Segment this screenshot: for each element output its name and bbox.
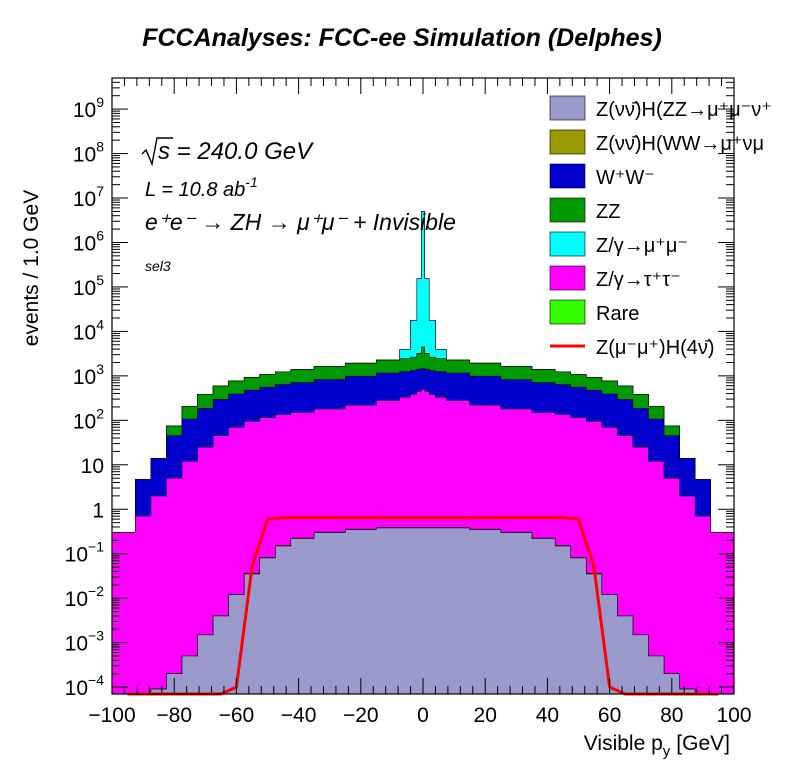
legend-label: W⁺W⁻ bbox=[596, 167, 655, 189]
y-tick-label: 1 bbox=[92, 499, 104, 522]
y-tick-base: 10 bbox=[81, 455, 104, 478]
x-axis-label: Visible py [GeV] bbox=[584, 732, 730, 760]
y-tick-exponent: −4 bbox=[88, 672, 104, 688]
y-tick-exponent: −3 bbox=[88, 628, 104, 644]
y-tick-base: 10 bbox=[73, 321, 96, 344]
y-tick-exponent: 7 bbox=[96, 183, 104, 199]
legend-entry-z: Z/γ→τ⁺τ⁻ bbox=[549, 265, 681, 291]
legend-entry-z-h-4: Z(μ⁻μ⁺)H(4ν̄) bbox=[550, 337, 715, 359]
y-tick-base: 10 bbox=[73, 232, 96, 255]
x-tick-label: −100 bbox=[88, 704, 135, 727]
y-tick-label: 108 bbox=[73, 139, 104, 167]
legend-label: Z(μ⁻μ⁺)H(4ν̄) bbox=[596, 337, 715, 359]
series-z-h-zz-area bbox=[112, 527, 734, 695]
y-axis: 10−410−310−210−1110102103104105106107108… bbox=[65, 77, 734, 700]
y-tick-label: 107 bbox=[73, 183, 104, 211]
y-tick-exponent: 8 bbox=[96, 139, 104, 155]
data-layer bbox=[111, 211, 735, 696]
x-tick-label: −20 bbox=[343, 704, 379, 727]
y-tick-label: 103 bbox=[73, 361, 104, 389]
y-tick-base: 10 bbox=[65, 544, 88, 567]
y-tick-exponent: 2 bbox=[96, 405, 104, 421]
y-tick-label: 106 bbox=[73, 227, 104, 255]
x-tick-label: 20 bbox=[474, 704, 497, 727]
y-tick-exponent: 9 bbox=[96, 94, 104, 110]
y-tick-base: 10 bbox=[73, 410, 96, 433]
y-axis-label: events / 1.0 GeV bbox=[20, 190, 43, 346]
x-tick-label: −80 bbox=[156, 704, 192, 727]
annotation-selection: sel3 bbox=[145, 258, 171, 274]
y-tick-base: 10 bbox=[73, 144, 96, 167]
legend-entry-w-w: W⁺W⁻ bbox=[549, 163, 655, 189]
legend-entry-zz: ZZ bbox=[549, 197, 620, 223]
legend-swatch bbox=[549, 129, 586, 155]
legend-swatch bbox=[549, 231, 586, 257]
y-tick-label: 10−4 bbox=[65, 672, 105, 700]
legend-label: Z/γ→τ⁺τ⁻ bbox=[596, 269, 681, 291]
x-tick-label: 60 bbox=[598, 704, 621, 727]
y-tick-exponent: 5 bbox=[96, 272, 104, 288]
energy-text: s = 240.0 GeV bbox=[158, 138, 314, 165]
y-tick-label: 10−1 bbox=[65, 539, 105, 567]
legend-swatch bbox=[549, 265, 586, 291]
y-tick-base: 10 bbox=[65, 633, 88, 656]
y-tick-label: 104 bbox=[73, 316, 104, 344]
y-tick-base: 10 bbox=[73, 366, 96, 389]
legend-label: Z(νν̄)H(WW→μ⁺νμ bbox=[596, 133, 764, 155]
y-tick-label: 10−3 bbox=[65, 628, 105, 656]
y-tick-label: 102 bbox=[73, 405, 104, 433]
legend-label: Z(νν̄)H(ZZ→μ⁺μ⁻ν⁺ bbox=[596, 99, 772, 121]
legend-swatch bbox=[549, 163, 586, 189]
y-tick-base: 10 bbox=[73, 99, 96, 122]
x-tick-label: −60 bbox=[219, 704, 255, 727]
lumi-exponent: -1 bbox=[245, 174, 257, 190]
x-axis-label-sub: y bbox=[663, 743, 671, 760]
annotation-process: e⁺e⁻ → ZH → μ⁺μ⁻ + Invisible bbox=[145, 209, 456, 235]
y-tick-exponent: 3 bbox=[96, 361, 104, 377]
x-axis: −100 −80 −60 −40 −20 0 20 40 60 80 100 bbox=[88, 78, 752, 727]
x-axis-label-unit: [GeV] bbox=[676, 732, 730, 755]
y-tick-label: 109 bbox=[73, 94, 104, 122]
x-tick-label: 40 bbox=[536, 704, 559, 727]
y-tick-base: 10 bbox=[73, 277, 96, 300]
y-tick-base: 10 bbox=[65, 677, 88, 700]
legend: Z(νν̄)H(ZZ→μ⁺μ⁻ν⁺ Z(νν̄)H(WW→μ⁺νμ W⁺W⁻ ZZ Z/… bbox=[549, 95, 772, 359]
legend-swatch bbox=[549, 299, 586, 325]
x-tick-label: 80 bbox=[660, 704, 683, 727]
x-tick-label: 100 bbox=[716, 704, 751, 727]
y-tick-exponent: 6 bbox=[96, 227, 104, 243]
y-tick-base: 10 bbox=[73, 188, 96, 211]
legend-swatch bbox=[549, 197, 586, 223]
y-tick-label: 10−2 bbox=[65, 583, 105, 611]
legend-label: Rare bbox=[596, 303, 639, 325]
legend-label: ZZ bbox=[596, 201, 620, 223]
annotation-lumi: L = 10.8 ab-1 bbox=[145, 174, 258, 201]
legend-label: Z/γ→μ⁺μ⁻ bbox=[596, 235, 688, 257]
x-tick-label: 0 bbox=[417, 704, 429, 727]
y-tick-base: 10 bbox=[65, 588, 88, 611]
y-tick-base: 1 bbox=[92, 499, 104, 522]
x-axis-label-main: Visible p bbox=[584, 732, 663, 755]
lumi-text: L = 10.8 ab bbox=[145, 179, 245, 201]
legend-entry-z-h-ww: Z(νν̄)H(WW→μ⁺νμ bbox=[549, 129, 764, 155]
legend-swatch bbox=[549, 95, 586, 121]
y-tick-exponent: −1 bbox=[88, 539, 104, 555]
sqrt-symbol bbox=[141, 137, 173, 167]
legend-entry-rare: Rare bbox=[549, 299, 639, 325]
y-tick-label: 10 bbox=[81, 455, 104, 478]
y-tick-exponent: 4 bbox=[96, 316, 104, 332]
legend-entry-z: Z/γ→μ⁺μ⁻ bbox=[549, 231, 688, 257]
y-tick-exponent: −2 bbox=[88, 583, 104, 599]
annotation-energy: s = 240.0 GeV bbox=[141, 137, 314, 167]
legend-entry-z-h-zz: Z(νν̄)H(ZZ→μ⁺μ⁻ν⁺ bbox=[549, 95, 772, 121]
x-tick-label: −40 bbox=[281, 704, 317, 727]
y-tick-label: 105 bbox=[73, 272, 104, 300]
chart-title: FCCAnalyses: FCC-ee Simulation (Delphes) bbox=[142, 24, 662, 52]
